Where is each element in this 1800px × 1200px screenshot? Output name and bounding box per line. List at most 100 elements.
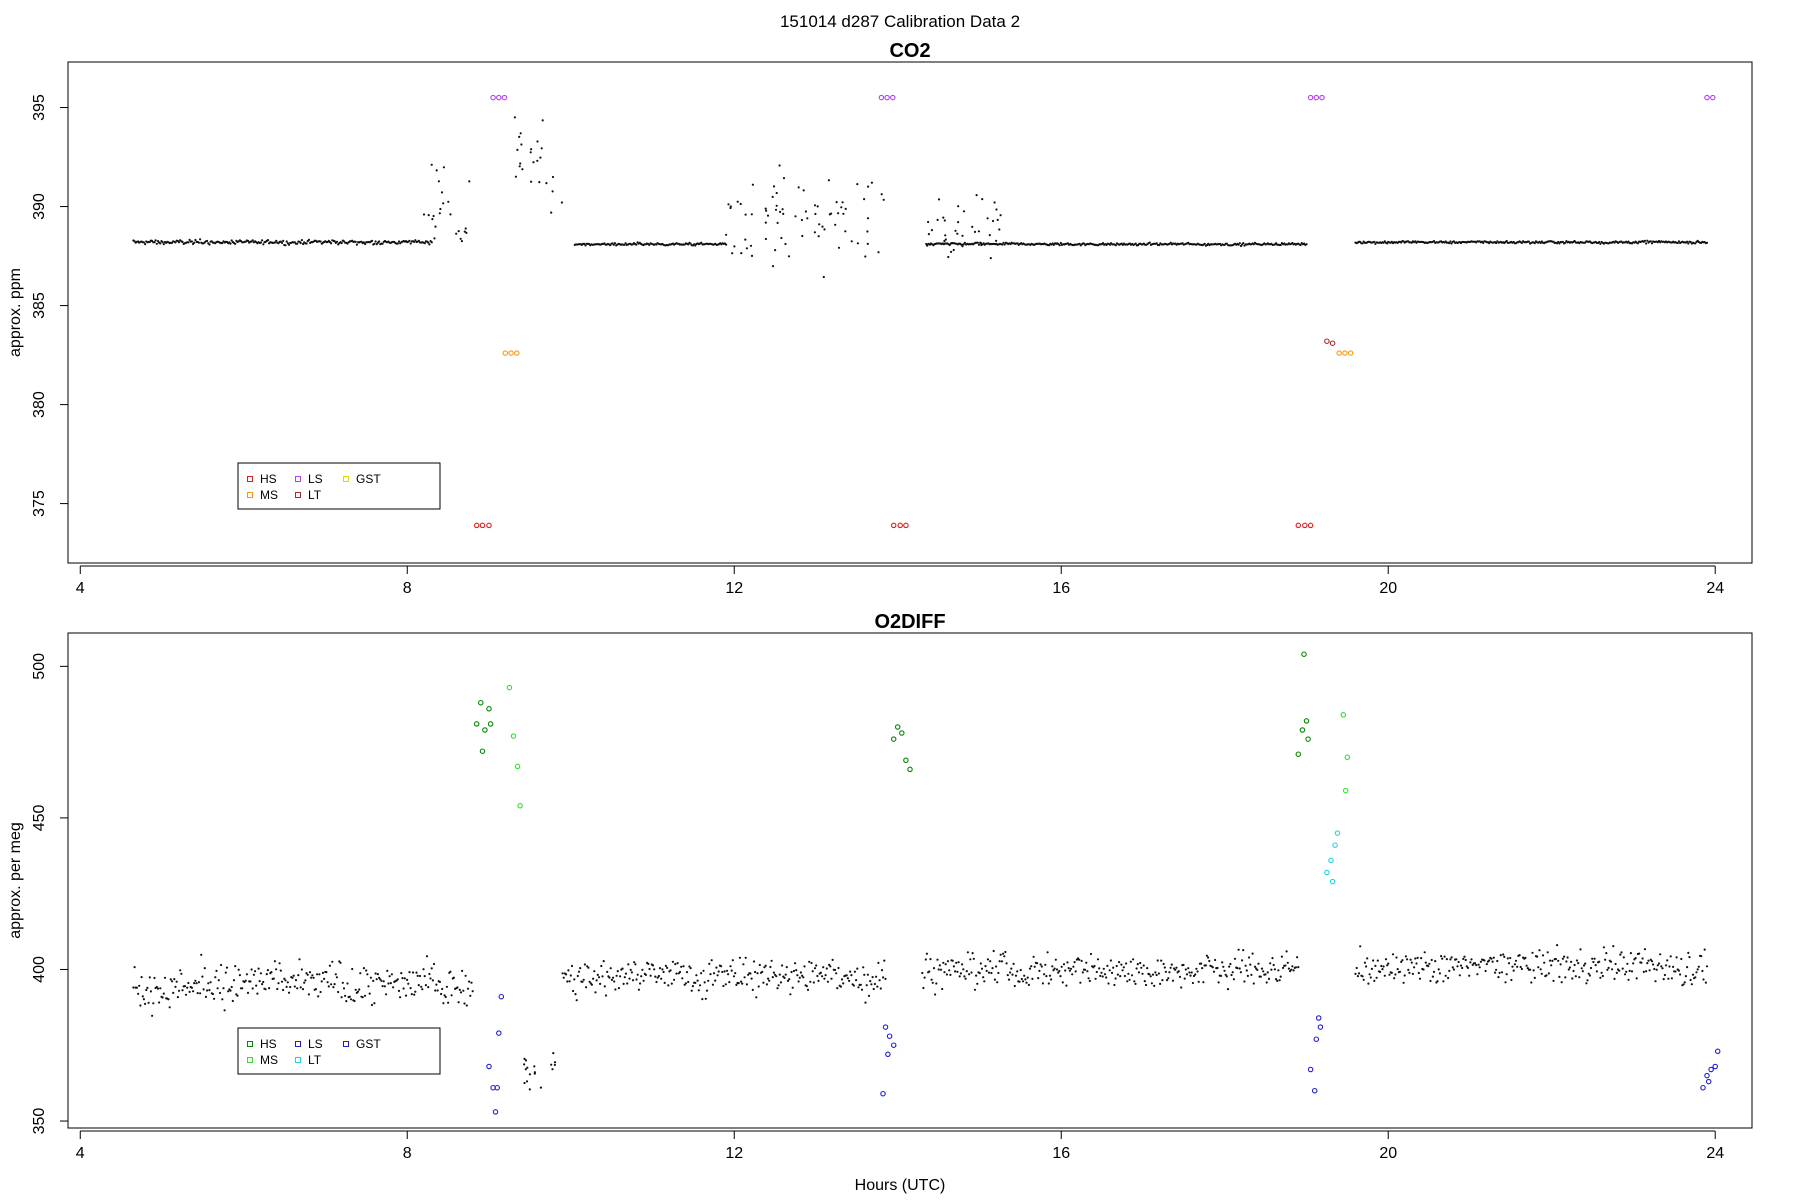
data-point: [1118, 961, 1121, 964]
data-point: [1518, 954, 1521, 957]
data-point: [710, 959, 713, 962]
data-point: [161, 996, 164, 999]
data-point: [278, 962, 281, 965]
data-point: [197, 241, 200, 244]
data-point: [1026, 976, 1029, 979]
data-point: [837, 212, 840, 215]
series-ls: [486, 993, 1324, 1115]
data-point: [1159, 982, 1162, 986]
data-point: [743, 976, 746, 979]
data-point: [716, 974, 719, 977]
data-point: [1068, 969, 1071, 972]
figure-supertitle: 151014 d287 Calibration Data 2: [780, 12, 1020, 31]
data-point: [1468, 974, 1471, 977]
data-point: [925, 952, 929, 955]
data-point: [181, 989, 184, 992]
data-point: [1575, 959, 1579, 962]
data-point: [687, 980, 690, 984]
data-point: [979, 962, 982, 965]
data-point: [1623, 973, 1627, 976]
legend-label: MS: [260, 488, 278, 502]
data-point: [939, 968, 943, 971]
data-point: [1416, 956, 1419, 960]
data-point: [1545, 974, 1548, 977]
series-hs: [473, 522, 1314, 529]
data-point: [200, 953, 203, 956]
data-point: [337, 990, 340, 994]
data-point: [1095, 970, 1098, 974]
data-point: [1224, 973, 1227, 976]
data-point: [1438, 972, 1441, 975]
data-point: [177, 989, 181, 992]
calibration-point: [878, 94, 885, 101]
data-point: [768, 979, 771, 982]
data-point: [133, 966, 136, 969]
data-point: [744, 956, 747, 959]
data-point: [795, 969, 798, 972]
data-point: [1286, 961, 1289, 964]
data-point: [1212, 970, 1216, 973]
calibration-point: [494, 1084, 500, 1091]
data-point: [406, 978, 409, 982]
data-point: [927, 233, 931, 236]
data-point: [1432, 240, 1436, 243]
data-point: [1536, 955, 1539, 958]
data-point: [1396, 968, 1399, 971]
data-point: [1374, 964, 1377, 968]
data-point: [353, 999, 356, 1003]
data-point: [1613, 977, 1616, 981]
data-point: [778, 973, 781, 976]
data-point: [850, 974, 853, 977]
data-point: [1485, 963, 1488, 966]
data-point: [321, 971, 324, 975]
data-point: [998, 228, 1001, 231]
data-point: [1395, 956, 1398, 959]
data-point: [1287, 967, 1290, 970]
data-point: [1634, 957, 1637, 960]
data-point: [935, 982, 938, 985]
data-point: [1251, 952, 1254, 955]
data-point: [1055, 968, 1059, 971]
data-point: [1122, 966, 1125, 969]
data-point: [1567, 968, 1570, 971]
data-point: [1099, 974, 1102, 978]
data-point: [1695, 971, 1698, 974]
data-point: [705, 989, 709, 992]
data-point: [247, 239, 250, 243]
data-point: [1543, 961, 1546, 964]
data-point: [681, 977, 684, 980]
data-point: [1705, 241, 1709, 244]
calibration-point: [1336, 350, 1342, 356]
data-point: [1415, 962, 1418, 965]
y-tick-label: 350: [31, 1108, 48, 1135]
data-point: [882, 976, 885, 979]
data-point: [878, 979, 881, 982]
data-point: [565, 973, 568, 976]
data-point: [1406, 958, 1409, 961]
data-point: [523, 1063, 526, 1066]
data-point: [991, 219, 995, 223]
data-point: [996, 981, 999, 984]
data-point: [1505, 973, 1508, 976]
data-point: [196, 992, 199, 995]
data-point: [765, 209, 768, 212]
data-point: [276, 987, 279, 991]
data-point: [951, 959, 954, 962]
data-point: [272, 977, 275, 980]
data-point: [514, 175, 518, 178]
data-point: [460, 240, 463, 243]
data-point: [576, 974, 579, 978]
data-point: [1391, 953, 1395, 956]
data-point: [1677, 969, 1680, 972]
data-point: [1054, 958, 1057, 961]
data-point: [408, 239, 411, 242]
calibration-point: [514, 350, 520, 356]
data-point: [320, 980, 323, 983]
data-point: [434, 989, 437, 992]
data-point: [1139, 961, 1142, 965]
data-point: [834, 223, 837, 226]
data-point: [1647, 959, 1650, 962]
data-point: [277, 982, 280, 985]
data-point: [447, 1001, 450, 1004]
data-point: [1080, 959, 1083, 963]
